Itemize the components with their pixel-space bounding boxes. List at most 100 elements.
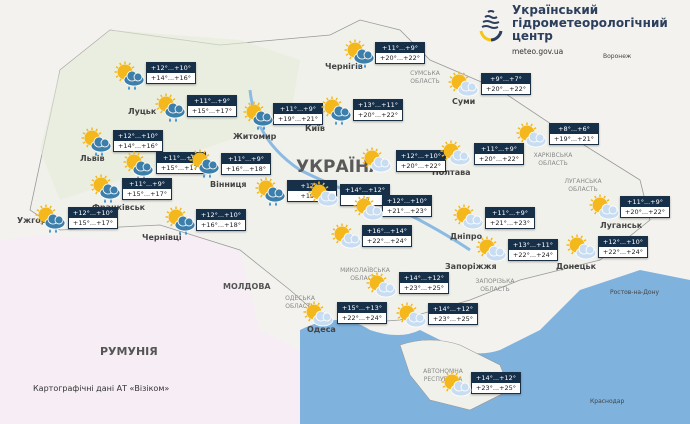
- logo-url[interactable]: meteo.gov.ua: [512, 47, 564, 56]
- day-temp: +15°...+17°: [160, 164, 202, 172]
- night-temp: +14°...+12°: [472, 373, 520, 383]
- temperature-box: +11°...+9° +16°...+18°: [221, 153, 271, 175]
- partly-cloudy-icon: [351, 194, 385, 228]
- oblast-sumska: СУМСЬКА ОБЛАСТЬ: [410, 70, 440, 85]
- night-temp: +11°...+9°: [376, 43, 424, 53]
- temperature-box: +8°...+6° +19°...+21°: [549, 123, 599, 145]
- night-temp: +12°...+10°: [114, 131, 162, 141]
- day-temp: +15°...+17°: [72, 219, 114, 227]
- temperature-box: +12°...+10° +16°...+18°: [196, 209, 246, 231]
- night-temp: +12°...: [288, 181, 336, 191]
- oblast-crimea: АВТОНОМНА РЕСПУБЛІКА: [423, 368, 463, 383]
- temperature-box: +14°...+12° +23°...+25°: [399, 272, 449, 294]
- day-temp: +15°...+17°: [126, 190, 168, 198]
- night-temp: +14°...+12°: [341, 185, 389, 195]
- day-temp: +16°...+18°: [200, 221, 242, 229]
- partly-cloudy-icon: [439, 370, 473, 404]
- partly-cloudy-icon: [438, 139, 472, 173]
- sun-cloud-rain-icon: [342, 38, 376, 72]
- night-temp: +14°...+12°: [429, 304, 477, 314]
- night-temp: +11°...+9°: [621, 197, 669, 207]
- partly-cloudy-icon: [329, 222, 363, 256]
- day-temp: +20°...+22°: [478, 155, 520, 163]
- city-lutsk: Луцьк: [128, 107, 157, 116]
- day-temp: +20°...+22°: [624, 208, 666, 216]
- night-temp: +8°...+6°: [550, 124, 598, 134]
- temperature-box: +12°...+10° +20°...+22°: [396, 150, 446, 172]
- ukrhydromet-logo[interactable]: Український гідрометеорологічний центр m…: [478, 4, 668, 58]
- temperature-box: +13°...+11° +20°...+22°: [353, 99, 403, 121]
- sun-cloud-rain-icon: [112, 60, 146, 94]
- city-odesa: Одеса: [307, 325, 336, 334]
- sun-cloud-rain-icon: [253, 176, 287, 210]
- temperature-box: +11°...+9° +21°...+23°: [485, 207, 535, 229]
- city-zhytomyr: Житомир: [233, 132, 277, 141]
- sun-cloud-rain-icon: [187, 148, 221, 182]
- temperature-box: +11°...+9° +20°...+22°: [375, 42, 425, 64]
- oblast-luhanska: ЛУГАНСЬКА ОБЛАСТЬ: [564, 178, 602, 193]
- temperature-box: +12°...+10° +14°...+16°: [146, 62, 196, 84]
- day-temp: +20°...+22°: [379, 54, 421, 62]
- sun-cloud-rain-icon: [163, 205, 197, 239]
- night-temp: +11°...+9°: [157, 153, 205, 163]
- night-temp: +12°...+10°: [383, 196, 431, 206]
- city-kyiv: Київ: [305, 124, 325, 133]
- city-luhansk: Луганськ: [600, 221, 643, 230]
- night-temp: +11°...+9°: [222, 154, 270, 164]
- temperature-box: +11°...+9° +20°...+22°: [620, 196, 670, 218]
- sun-cloud-rain-icon: [33, 203, 67, 237]
- partly-cloudy-icon: [587, 193, 621, 227]
- night-temp: +9°...+7°: [482, 74, 530, 84]
- temperature-box: +11°...+9° +20°...+22°: [474, 143, 524, 165]
- oblast-odeska: ОДЕСЬКА ОБЛАСТЬ: [285, 295, 315, 310]
- map-credit: Картографічні дані АТ «Візіком»: [33, 384, 170, 393]
- oblast-zaporizka: ЗАПОРІЗЬКА ОБЛАСТЬ: [475, 278, 515, 293]
- day-temp: +20°...+22°: [400, 162, 442, 170]
- day-temp: +23°...+25°: [432, 315, 474, 323]
- partly-cloudy-icon: [359, 146, 393, 180]
- partly-cloudy-icon: [514, 121, 548, 155]
- night-temp: +11°...+9°: [274, 104, 322, 114]
- drop-logo-icon: [479, 10, 503, 42]
- day-temp: +20°...+22°: [357, 111, 399, 119]
- day-temp: +23°...+25°: [475, 384, 517, 392]
- day-temp: +14°...+16°: [150, 74, 192, 82]
- night-temp: +14°...+12°: [400, 273, 448, 283]
- night-temp: +12°...+10°: [147, 63, 195, 73]
- country-label-moldova: МОЛДОВА: [223, 282, 271, 291]
- day-temp: +22°...+24°: [341, 314, 383, 322]
- city-krasnodar: Краснодар: [590, 398, 625, 405]
- night-temp: +12°...+10°: [197, 210, 245, 220]
- night-temp: +15°...+13°: [338, 303, 386, 313]
- partly-cloudy-icon: [301, 300, 335, 334]
- city-voronezh: Воронеж: [603, 53, 632, 60]
- day-temp: +22°...+24°: [366, 237, 408, 245]
- day-temp: +19°...+21°: [277, 115, 319, 123]
- city-sumy: Суми: [452, 97, 476, 106]
- logo-line-2: гідрометеорологічний: [512, 16, 668, 30]
- day-temp: +15°...+17°: [191, 107, 233, 115]
- black-sea: [300, 270, 690, 424]
- sun-cloud-rain-icon: [319, 95, 353, 129]
- country-label-ukraine: УКРАЇНА: [296, 157, 383, 177]
- city-chernihiv: Чернігів: [325, 62, 363, 71]
- night-temp: +12°...+10°: [599, 237, 647, 247]
- temperature-box: +16°...+14° +22°...+24°: [362, 225, 412, 247]
- sun-cloud-rain-icon: [121, 150, 155, 184]
- temperature-box: +14°...+12° +23°...+25°: [471, 372, 521, 394]
- day-temp: +22°...+24°: [602, 248, 644, 256]
- logo-line-3: центр: [512, 29, 553, 43]
- night-temp: +16°...+14°: [363, 226, 411, 236]
- day-temp: +19°...+21°: [553, 135, 595, 143]
- country-label-romania: РУМУНІЯ: [100, 345, 158, 358]
- temperature-box: +12°...+10° +22°...+24°: [598, 236, 648, 258]
- city-dnipro: Дніпро: [450, 232, 483, 241]
- partly-cloudy-icon: [451, 203, 485, 237]
- night-temp: +13°...+11°: [354, 100, 402, 110]
- night-temp: +11°...+9°: [486, 208, 534, 218]
- partly-cloudy-icon: [394, 301, 428, 335]
- city-vinnytsia: Вінниця: [210, 180, 247, 189]
- night-temp: +11°...+9°: [475, 144, 523, 154]
- sun-cloud-rain-icon: [79, 126, 113, 160]
